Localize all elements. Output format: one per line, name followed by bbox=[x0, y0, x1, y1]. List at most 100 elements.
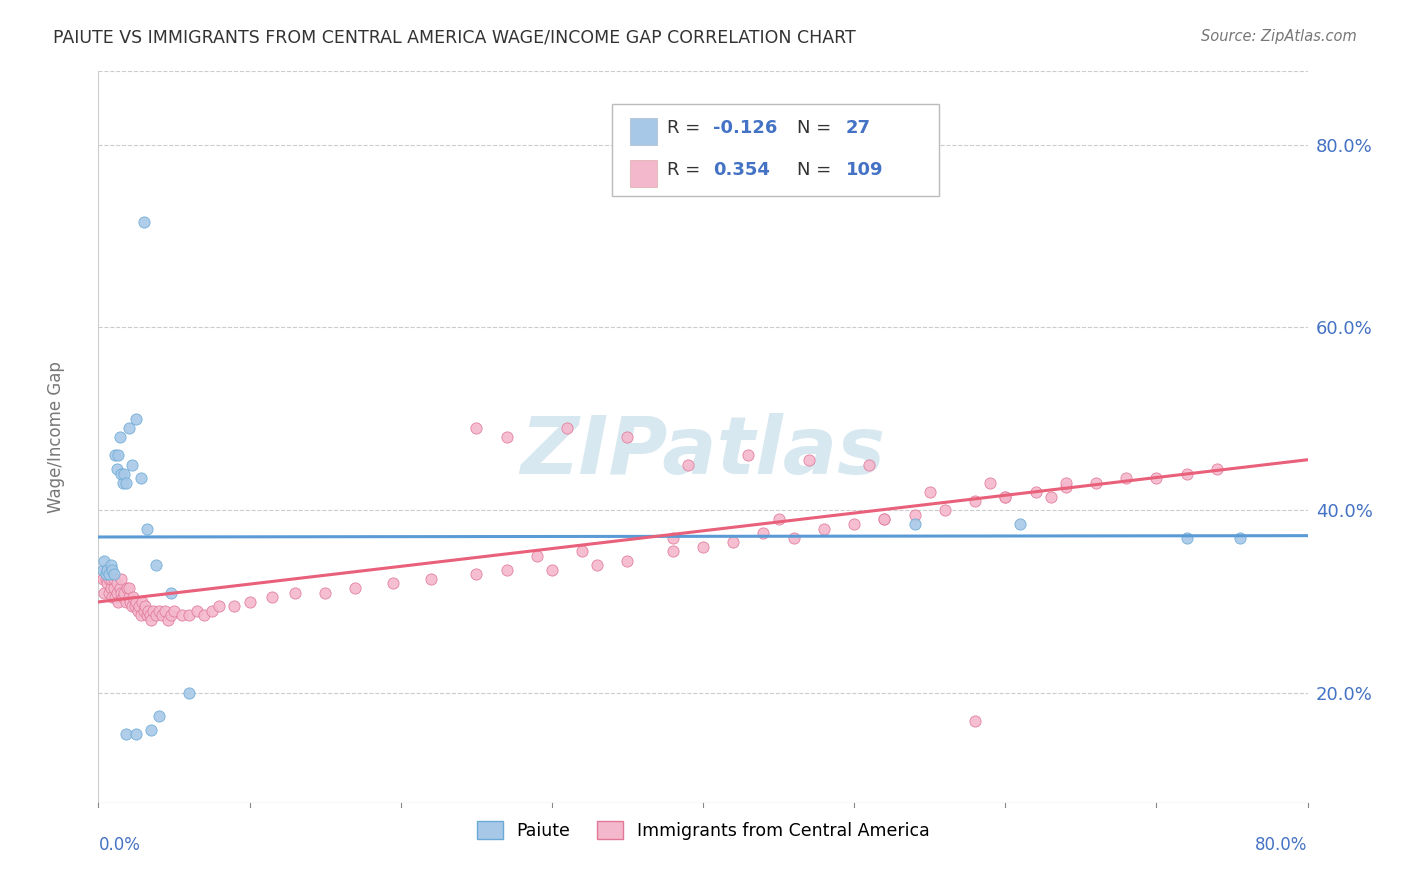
Point bbox=[160, 608, 183, 623]
Point bbox=[844, 516, 866, 531]
Point bbox=[100, 572, 122, 586]
Point bbox=[101, 590, 124, 604]
Point bbox=[526, 549, 548, 563]
Point bbox=[813, 521, 835, 535]
Point bbox=[201, 604, 224, 618]
Point bbox=[179, 608, 201, 623]
Point bbox=[111, 590, 134, 604]
Point bbox=[783, 531, 806, 545]
Point bbox=[93, 553, 115, 567]
Point bbox=[127, 604, 149, 618]
Point bbox=[979, 475, 1001, 490]
Point bbox=[224, 599, 246, 614]
Text: 80.0%: 80.0% bbox=[1256, 836, 1308, 854]
Point bbox=[555, 421, 578, 435]
Point bbox=[934, 503, 956, 517]
Point bbox=[142, 604, 165, 618]
Point bbox=[136, 604, 159, 618]
Text: R =: R = bbox=[666, 119, 706, 136]
Point bbox=[121, 458, 143, 472]
Point bbox=[1085, 475, 1108, 490]
Point bbox=[873, 512, 896, 526]
Point bbox=[1206, 462, 1229, 476]
Legend: Paiute, Immigrants from Central America: Paiute, Immigrants from Central America bbox=[470, 814, 936, 847]
Point bbox=[100, 581, 122, 595]
Point bbox=[586, 558, 609, 573]
Point bbox=[96, 567, 118, 582]
Point bbox=[125, 727, 148, 741]
Point bbox=[170, 608, 193, 623]
Point bbox=[112, 467, 135, 481]
Point bbox=[141, 613, 163, 627]
Point bbox=[737, 448, 759, 462]
Point bbox=[93, 585, 115, 599]
Point bbox=[124, 599, 146, 614]
Point bbox=[382, 576, 405, 591]
Point bbox=[344, 581, 367, 595]
Point bbox=[122, 590, 145, 604]
Point bbox=[160, 585, 183, 599]
Point bbox=[129, 471, 152, 485]
Point bbox=[661, 531, 683, 545]
Point bbox=[118, 590, 141, 604]
Point bbox=[110, 467, 132, 481]
Point bbox=[148, 709, 170, 723]
Point bbox=[723, 535, 745, 549]
Point bbox=[1054, 480, 1077, 494]
Point bbox=[752, 526, 775, 541]
Point bbox=[104, 590, 127, 604]
Point bbox=[103, 567, 125, 582]
Point bbox=[179, 686, 201, 700]
Point bbox=[105, 462, 128, 476]
Point bbox=[1054, 475, 1077, 490]
Point bbox=[465, 421, 488, 435]
Text: 0.0%: 0.0% bbox=[98, 836, 141, 854]
Point bbox=[94, 572, 117, 586]
Point bbox=[107, 594, 129, 608]
Point bbox=[135, 521, 157, 535]
Point bbox=[100, 558, 122, 573]
Point bbox=[873, 512, 896, 526]
Point bbox=[125, 412, 148, 426]
Point bbox=[797, 453, 820, 467]
Point bbox=[571, 544, 593, 558]
Point bbox=[121, 599, 143, 614]
Point bbox=[125, 594, 148, 608]
Point bbox=[91, 572, 114, 586]
Point bbox=[1229, 531, 1251, 545]
Point bbox=[420, 572, 443, 586]
FancyBboxPatch shape bbox=[630, 118, 657, 145]
Text: ZIPatlas: ZIPatlas bbox=[520, 413, 886, 491]
Point bbox=[193, 608, 215, 623]
Point bbox=[495, 563, 517, 577]
Point bbox=[1144, 471, 1167, 485]
Text: N =: N = bbox=[797, 119, 838, 136]
Point bbox=[98, 567, 121, 582]
Point bbox=[284, 585, 307, 599]
Point bbox=[112, 585, 135, 599]
Point bbox=[114, 727, 136, 741]
Point bbox=[661, 544, 683, 558]
Point bbox=[104, 448, 127, 462]
Point bbox=[314, 585, 336, 599]
Point bbox=[1175, 531, 1198, 545]
Point bbox=[1010, 516, 1032, 531]
Point bbox=[186, 604, 208, 618]
Point bbox=[1115, 471, 1137, 485]
Point bbox=[131, 594, 153, 608]
Text: PAIUTE VS IMMIGRANTS FROM CENTRAL AMERICA WAGE/INCOME GAP CORRELATION CHART: PAIUTE VS IMMIGRANTS FROM CENTRAL AMERIC… bbox=[53, 29, 856, 46]
Point bbox=[904, 516, 927, 531]
Point bbox=[128, 599, 150, 614]
Point bbox=[239, 594, 262, 608]
Point bbox=[118, 581, 141, 595]
Point bbox=[98, 572, 121, 586]
Point bbox=[108, 581, 131, 595]
Text: N =: N = bbox=[797, 161, 838, 179]
Point bbox=[156, 613, 179, 627]
Text: 27: 27 bbox=[845, 119, 870, 136]
Point bbox=[96, 563, 118, 577]
Point bbox=[132, 604, 155, 618]
Point bbox=[918, 485, 941, 500]
Point bbox=[994, 490, 1017, 504]
Point bbox=[965, 494, 987, 508]
